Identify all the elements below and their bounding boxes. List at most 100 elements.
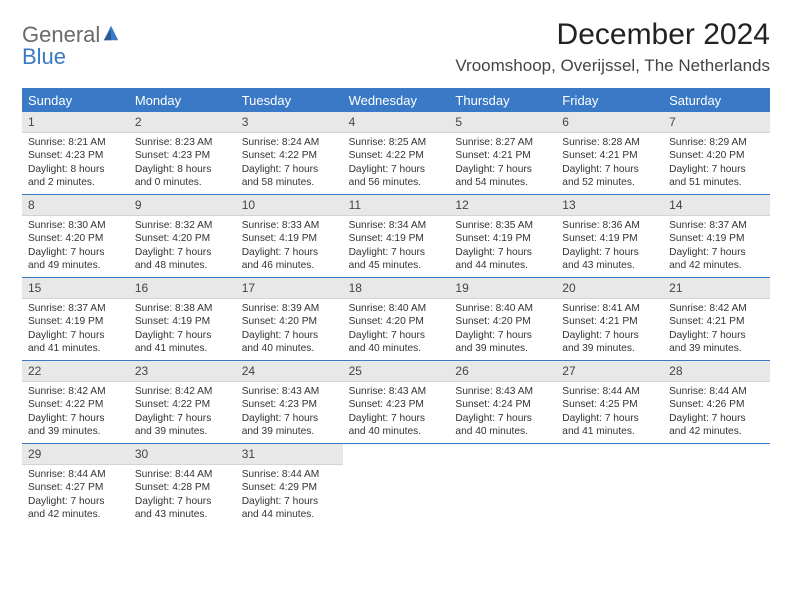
day-number: 8 <box>22 195 129 216</box>
day-number: 4 <box>343 112 450 133</box>
calendar-cell: 31Sunrise: 8:44 AMSunset: 4:29 PMDayligh… <box>236 444 343 526</box>
calendar-cell: 1Sunrise: 8:21 AMSunset: 4:23 PMDaylight… <box>22 112 129 194</box>
daylight-line: Daylight: 7 hours and 41 minutes. <box>135 329 230 356</box>
calendar-cell: 8Sunrise: 8:30 AMSunset: 4:20 PMDaylight… <box>22 195 129 277</box>
sunrise-line: Sunrise: 8:42 AM <box>28 385 123 398</box>
day-of-week-header: Friday <box>556 88 663 112</box>
sunrise-line: Sunrise: 8:43 AM <box>349 385 444 398</box>
daylight-line: Daylight: 7 hours and 39 minutes. <box>242 412 337 439</box>
daylight-line: Daylight: 7 hours and 51 minutes. <box>669 163 764 190</box>
sunset-line: Sunset: 4:22 PM <box>28 398 123 411</box>
sunrise-line: Sunrise: 8:32 AM <box>135 219 230 232</box>
calendar-cell: 9Sunrise: 8:32 AMSunset: 4:20 PMDaylight… <box>129 195 236 277</box>
sunrise-line: Sunrise: 8:36 AM <box>562 219 657 232</box>
day-number: 7 <box>663 112 770 133</box>
day-number: 26 <box>449 361 556 382</box>
day-number: 12 <box>449 195 556 216</box>
sunrise-line: Sunrise: 8:41 AM <box>562 302 657 315</box>
sunrise-line: Sunrise: 8:43 AM <box>242 385 337 398</box>
day-number: 17 <box>236 278 343 299</box>
day-info: Sunrise: 8:42 AMSunset: 4:22 PMDaylight:… <box>22 382 129 443</box>
sunset-line: Sunset: 4:21 PM <box>562 149 657 162</box>
calendar-cell: 25Sunrise: 8:43 AMSunset: 4:23 PMDayligh… <box>343 361 450 443</box>
daylight-line: Daylight: 7 hours and 41 minutes. <box>28 329 123 356</box>
day-info: Sunrise: 8:43 AMSunset: 4:24 PMDaylight:… <box>449 382 556 443</box>
daylight-line: Daylight: 7 hours and 54 minutes. <box>455 163 550 190</box>
sunset-line: Sunset: 4:21 PM <box>669 315 764 328</box>
day-number: 20 <box>556 278 663 299</box>
day-number: 22 <box>22 361 129 382</box>
sunrise-line: Sunrise: 8:42 AM <box>135 385 230 398</box>
daylight-line: Daylight: 7 hours and 42 minutes. <box>669 412 764 439</box>
calendar-cell <box>663 444 770 526</box>
day-info: Sunrise: 8:37 AMSunset: 4:19 PMDaylight:… <box>22 299 129 360</box>
day-info: Sunrise: 8:44 AMSunset: 4:27 PMDaylight:… <box>22 465 129 526</box>
day-info: Sunrise: 8:41 AMSunset: 4:21 PMDaylight:… <box>556 299 663 360</box>
calendar-cell <box>449 444 556 526</box>
day-number: 29 <box>22 444 129 465</box>
daylight-line: Daylight: 7 hours and 41 minutes. <box>562 412 657 439</box>
location-line: Vroomshoop, Overijssel, The Netherlands <box>455 56 770 76</box>
logo-text: General Blue <box>22 24 120 68</box>
daylight-line: Daylight: 7 hours and 52 minutes. <box>562 163 657 190</box>
day-info: Sunrise: 8:37 AMSunset: 4:19 PMDaylight:… <box>663 216 770 277</box>
day-number: 24 <box>236 361 343 382</box>
calendar-cell: 22Sunrise: 8:42 AMSunset: 4:22 PMDayligh… <box>22 361 129 443</box>
day-info: Sunrise: 8:42 AMSunset: 4:22 PMDaylight:… <box>129 382 236 443</box>
sunset-line: Sunset: 4:27 PM <box>28 481 123 494</box>
calendar-cell: 6Sunrise: 8:28 AMSunset: 4:21 PMDaylight… <box>556 112 663 194</box>
logo-word-blue: Blue <box>22 44 66 69</box>
daylight-line: Daylight: 8 hours and 2 minutes. <box>28 163 123 190</box>
day-number: 31 <box>236 444 343 465</box>
sunrise-line: Sunrise: 8:44 AM <box>28 468 123 481</box>
calendar-cell: 10Sunrise: 8:33 AMSunset: 4:19 PMDayligh… <box>236 195 343 277</box>
day-number: 18 <box>343 278 450 299</box>
sunset-line: Sunset: 4:29 PM <box>242 481 337 494</box>
sunrise-line: Sunrise: 8:40 AM <box>349 302 444 315</box>
calendar-cell: 24Sunrise: 8:43 AMSunset: 4:23 PMDayligh… <box>236 361 343 443</box>
calendar-cell: 20Sunrise: 8:41 AMSunset: 4:21 PMDayligh… <box>556 278 663 360</box>
daylight-line: Daylight: 7 hours and 46 minutes. <box>242 246 337 273</box>
calendar-cell: 26Sunrise: 8:43 AMSunset: 4:24 PMDayligh… <box>449 361 556 443</box>
daylight-line: Daylight: 7 hours and 43 minutes. <box>562 246 657 273</box>
sunrise-line: Sunrise: 8:43 AM <box>455 385 550 398</box>
day-number: 5 <box>449 112 556 133</box>
daylight-line: Daylight: 7 hours and 48 minutes. <box>135 246 230 273</box>
calendar-cell: 3Sunrise: 8:24 AMSunset: 4:22 PMDaylight… <box>236 112 343 194</box>
daylight-line: Daylight: 7 hours and 39 minutes. <box>669 329 764 356</box>
calendar-cell: 18Sunrise: 8:40 AMSunset: 4:20 PMDayligh… <box>343 278 450 360</box>
sunrise-line: Sunrise: 8:23 AM <box>135 136 230 149</box>
sunset-line: Sunset: 4:26 PM <box>669 398 764 411</box>
sunset-line: Sunset: 4:22 PM <box>135 398 230 411</box>
sunset-line: Sunset: 4:19 PM <box>669 232 764 245</box>
day-number: 13 <box>556 195 663 216</box>
calendar-cell: 13Sunrise: 8:36 AMSunset: 4:19 PMDayligh… <box>556 195 663 277</box>
sunset-line: Sunset: 4:22 PM <box>242 149 337 162</box>
sunset-line: Sunset: 4:20 PM <box>28 232 123 245</box>
sunrise-line: Sunrise: 8:40 AM <box>455 302 550 315</box>
day-of-week-header: Thursday <box>449 88 556 112</box>
day-info: Sunrise: 8:43 AMSunset: 4:23 PMDaylight:… <box>343 382 450 443</box>
daylight-line: Daylight: 7 hours and 39 minutes. <box>28 412 123 439</box>
calendar-cell: 29Sunrise: 8:44 AMSunset: 4:27 PMDayligh… <box>22 444 129 526</box>
day-of-week-header: Saturday <box>663 88 770 112</box>
calendar-cell: 15Sunrise: 8:37 AMSunset: 4:19 PMDayligh… <box>22 278 129 360</box>
day-number: 1 <box>22 112 129 133</box>
sunrise-line: Sunrise: 8:44 AM <box>562 385 657 398</box>
day-number: 21 <box>663 278 770 299</box>
day-info: Sunrise: 8:21 AMSunset: 4:23 PMDaylight:… <box>22 133 129 194</box>
day-info: Sunrise: 8:44 AMSunset: 4:29 PMDaylight:… <box>236 465 343 526</box>
header-row: General Blue December 2024 Vroomshoop, O… <box>22 18 770 84</box>
day-info: Sunrise: 8:33 AMSunset: 4:19 PMDaylight:… <box>236 216 343 277</box>
calendar-cell: 16Sunrise: 8:38 AMSunset: 4:19 PMDayligh… <box>129 278 236 360</box>
calendar-cell: 19Sunrise: 8:40 AMSunset: 4:20 PMDayligh… <box>449 278 556 360</box>
day-info: Sunrise: 8:23 AMSunset: 4:23 PMDaylight:… <box>129 133 236 194</box>
day-info: Sunrise: 8:29 AMSunset: 4:20 PMDaylight:… <box>663 133 770 194</box>
sunset-line: Sunset: 4:23 PM <box>242 398 337 411</box>
sunset-line: Sunset: 4:19 PM <box>455 232 550 245</box>
sunset-line: Sunset: 4:23 PM <box>28 149 123 162</box>
daylight-line: Daylight: 7 hours and 42 minutes. <box>669 246 764 273</box>
day-number: 14 <box>663 195 770 216</box>
calendar-cell <box>343 444 450 526</box>
day-info: Sunrise: 8:43 AMSunset: 4:23 PMDaylight:… <box>236 382 343 443</box>
